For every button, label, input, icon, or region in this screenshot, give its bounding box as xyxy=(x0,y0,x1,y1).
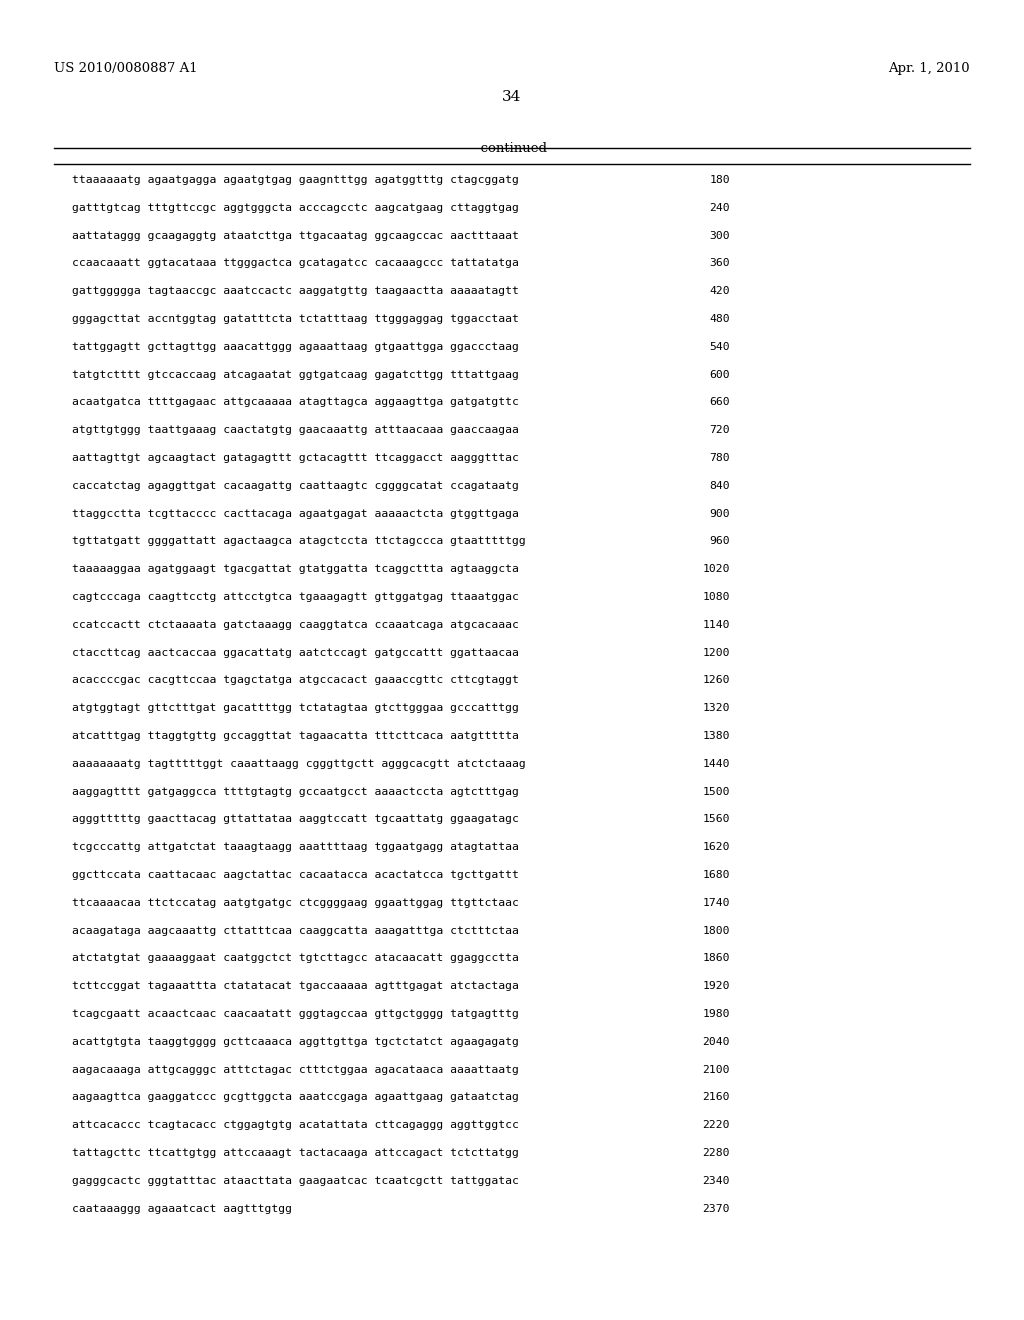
Text: agggtttttg gaacttacag gttattataa aaggtccatt tgcaattatg ggaagatagc: agggtttttg gaacttacag gttattataa aaggtcc… xyxy=(72,814,519,825)
Text: 1620: 1620 xyxy=(702,842,730,853)
Text: gggagcttat accntggtag gatatttcta tctatttaag ttgggaggag tggacctaat: gggagcttat accntggtag gatatttcta tctattt… xyxy=(72,314,519,323)
Text: atctatgtat gaaaaggaat caatggctct tgtcttagcc atacaacatt ggaggcctta: atctatgtat gaaaaggaat caatggctct tgtctta… xyxy=(72,953,519,964)
Text: gagggcactc gggtatttac ataacttata gaagaatcac tcaatcgctt tattggatac: gagggcactc gggtatttac ataacttata gaagaat… xyxy=(72,1176,519,1185)
Text: ggcttccata caattacaac aagctattac cacaatacca acactatcca tgcttgattt: ggcttccata caattacaac aagctattac cacaata… xyxy=(72,870,519,880)
Text: 1020: 1020 xyxy=(702,564,730,574)
Text: aattataggg gcaagaggtg ataatcttga ttgacaatag ggcaagccac aactttaaat: aattataggg gcaagaggtg ataatcttga ttgacaa… xyxy=(72,231,519,240)
Text: caataaaggg agaaatcact aagtttgtgg: caataaaggg agaaatcact aagtttgtgg xyxy=(72,1204,292,1213)
Text: 660: 660 xyxy=(710,397,730,408)
Text: acaagataga aagcaaattg cttatttcaa caaggcatta aaagatttga ctctttctaa: acaagataga aagcaaattg cttatttcaa caaggca… xyxy=(72,925,519,936)
Text: 1980: 1980 xyxy=(702,1008,730,1019)
Text: tgttatgatt ggggattatt agactaagca atagctccta ttctagccca gtaatttttgg: tgttatgatt ggggattatt agactaagca atagctc… xyxy=(72,536,525,546)
Text: 1200: 1200 xyxy=(702,648,730,657)
Text: tcgcccattg attgatctat taaagtaagg aaattttaag tggaatgagg atagtattaa: tcgcccattg attgatctat taaagtaagg aaatttt… xyxy=(72,842,519,853)
Text: 1800: 1800 xyxy=(702,925,730,936)
Text: 1920: 1920 xyxy=(702,981,730,991)
Text: 1080: 1080 xyxy=(702,591,730,602)
Text: Apr. 1, 2010: Apr. 1, 2010 xyxy=(889,62,970,75)
Text: attcacaccc tcagtacacc ctggagtgtg acatattata cttcagaggg aggttggtcc: attcacaccc tcagtacacc ctggagtgtg acatatt… xyxy=(72,1121,519,1130)
Text: 1440: 1440 xyxy=(702,759,730,768)
Text: 780: 780 xyxy=(710,453,730,463)
Text: 1860: 1860 xyxy=(702,953,730,964)
Text: aaggagtttt gatgaggcca ttttgtagtg gccaatgcct aaaactccta agtctttgag: aaggagtttt gatgaggcca ttttgtagtg gccaatg… xyxy=(72,787,519,796)
Text: 2280: 2280 xyxy=(702,1148,730,1158)
Text: 1740: 1740 xyxy=(702,898,730,908)
Text: ttcaaaacaa ttctccatag aatgtgatgc ctcggggaag ggaattggag ttgttctaac: ttcaaaacaa ttctccatag aatgtgatgc ctcgggg… xyxy=(72,898,519,908)
Text: taaaaaggaa agatggaagt tgacgattat gtatggatta tcaggcttta agtaaggcta: taaaaaggaa agatggaagt tgacgattat gtatgga… xyxy=(72,564,519,574)
Text: ccatccactt ctctaaaata gatctaaagg caaggtatca ccaaatcaga atgcacaaac: ccatccactt ctctaaaata gatctaaagg caaggta… xyxy=(72,620,519,630)
Text: 960: 960 xyxy=(710,536,730,546)
Text: 240: 240 xyxy=(710,203,730,213)
Text: ttaaaaaatg agaatgagga agaatgtgag gaagntttgg agatggtttg ctagcggatg: ttaaaaaatg agaatgagga agaatgtgag gaagntt… xyxy=(72,176,519,185)
Text: tattagcttc ttcattgtgg attccaaagt tactacaaga attccagact tctcttatgg: tattagcttc ttcattgtgg attccaaagt tactaca… xyxy=(72,1148,519,1158)
Text: 1560: 1560 xyxy=(702,814,730,825)
Text: 34: 34 xyxy=(503,90,521,104)
Text: 840: 840 xyxy=(710,480,730,491)
Text: 2340: 2340 xyxy=(702,1176,730,1185)
Text: acaccccgac cacgttccaa tgagctatga atgccacact gaaaccgttc cttcgtaggt: acaccccgac cacgttccaa tgagctatga atgccac… xyxy=(72,676,519,685)
Text: aagaagttca gaaggatccc gcgttggcta aaatccgaga agaattgaag gataatctag: aagaagttca gaaggatccc gcgttggcta aaatccg… xyxy=(72,1093,519,1102)
Text: 480: 480 xyxy=(710,314,730,323)
Text: 420: 420 xyxy=(710,286,730,296)
Text: tatgtctttt gtccaccaag atcagaatat ggtgatcaag gagatcttgg tttattgaag: tatgtctttt gtccaccaag atcagaatat ggtgatc… xyxy=(72,370,519,380)
Text: 2100: 2100 xyxy=(702,1065,730,1074)
Text: acattgtgta taaggtgggg gcttcaaaca aggttgttga tgctctatct agaagagatg: acattgtgta taaggtgggg gcttcaaaca aggttgt… xyxy=(72,1036,519,1047)
Text: 1140: 1140 xyxy=(702,620,730,630)
Text: ctaccttcag aactcaccaa ggacattatg aatctccagt gatgccattt ggattaacaa: ctaccttcag aactcaccaa ggacattatg aatctcc… xyxy=(72,648,519,657)
Text: 1320: 1320 xyxy=(702,704,730,713)
Text: 720: 720 xyxy=(710,425,730,436)
Text: tattggagtt gcttagttgg aaacattggg agaaattaag gtgaattgga ggaccctaag: tattggagtt gcttagttgg aaacattggg agaaatt… xyxy=(72,342,519,352)
Text: acaatgatca ttttgagaac attgcaaaaa atagttagca aggaagttga gatgatgttc: acaatgatca ttttgagaac attgcaaaaa atagtta… xyxy=(72,397,519,408)
Text: 2160: 2160 xyxy=(702,1093,730,1102)
Text: atcatttgag ttaggtgttg gccaggttat tagaacatta tttcttcaca aatgttttta: atcatttgag ttaggtgttg gccaggttat tagaaca… xyxy=(72,731,519,741)
Text: ttaggcctta tcgttacccc cacttacaga agaatgagat aaaaactcta gtggttgaga: ttaggcctta tcgttacccc cacttacaga agaatga… xyxy=(72,508,519,519)
Text: -continued: -continued xyxy=(476,143,548,154)
Text: US 2010/0080887 A1: US 2010/0080887 A1 xyxy=(54,62,198,75)
Text: 180: 180 xyxy=(710,176,730,185)
Text: atgtggtagt gttctttgat gacattttgg tctatagtaa gtcttgggaa gcccatttgg: atgtggtagt gttctttgat gacattttgg tctatag… xyxy=(72,704,519,713)
Text: 600: 600 xyxy=(710,370,730,380)
Text: 1680: 1680 xyxy=(702,870,730,880)
Text: gatttgtcag tttgttccgc aggtgggcta acccagcctc aagcatgaag cttaggtgag: gatttgtcag tttgttccgc aggtgggcta acccagc… xyxy=(72,203,519,213)
Text: tcagcgaatt acaactcaac caacaatatt gggtagccaa gttgctgggg tatgagtttg: tcagcgaatt acaactcaac caacaatatt gggtagc… xyxy=(72,1008,519,1019)
Text: 300: 300 xyxy=(710,231,730,240)
Text: 1380: 1380 xyxy=(702,731,730,741)
Text: 360: 360 xyxy=(710,259,730,268)
Text: cagtcccaga caagttcctg attcctgtca tgaaagagtt gttggatgag ttaaatggac: cagtcccaga caagttcctg attcctgtca tgaaaga… xyxy=(72,591,519,602)
Text: gattggggga tagtaaccgc aaatccactc aaggatgttg taagaactta aaaaatagtt: gattggggga tagtaaccgc aaatccactc aaggatg… xyxy=(72,286,519,296)
Text: 1260: 1260 xyxy=(702,676,730,685)
Text: 2370: 2370 xyxy=(702,1204,730,1213)
Text: aaaaaaaatg tagtttttggt caaattaagg cgggttgctt agggcacgtt atctctaaag: aaaaaaaatg tagtttttggt caaattaagg cgggtt… xyxy=(72,759,525,768)
Text: 2040: 2040 xyxy=(702,1036,730,1047)
Text: caccatctag agaggttgat cacaagattg caattaagtc cggggcatat ccagataatg: caccatctag agaggttgat cacaagattg caattaa… xyxy=(72,480,519,491)
Text: tcttccggat tagaaattta ctatatacat tgaccaaaaa agtttgagat atctactaga: tcttccggat tagaaattta ctatatacat tgaccaa… xyxy=(72,981,519,991)
Text: 2220: 2220 xyxy=(702,1121,730,1130)
Text: atgttgtggg taattgaaag caactatgtg gaacaaattg atttaacaaa gaaccaagaa: atgttgtggg taattgaaag caactatgtg gaacaaa… xyxy=(72,425,519,436)
Text: 540: 540 xyxy=(710,342,730,352)
Text: 900: 900 xyxy=(710,508,730,519)
Text: 1500: 1500 xyxy=(702,787,730,796)
Text: aattagttgt agcaagtact gatagagttt gctacagttt ttcaggacct aagggtttac: aattagttgt agcaagtact gatagagttt gctacag… xyxy=(72,453,519,463)
Text: aagacaaaga attgcagggc atttctagac ctttctggaa agacataaca aaaattaatg: aagacaaaga attgcagggc atttctagac ctttctg… xyxy=(72,1065,519,1074)
Text: ccaacaaatt ggtacataaa ttgggactca gcatagatcc cacaaagccc tattatatga: ccaacaaatt ggtacataaa ttgggactca gcataga… xyxy=(72,259,519,268)
